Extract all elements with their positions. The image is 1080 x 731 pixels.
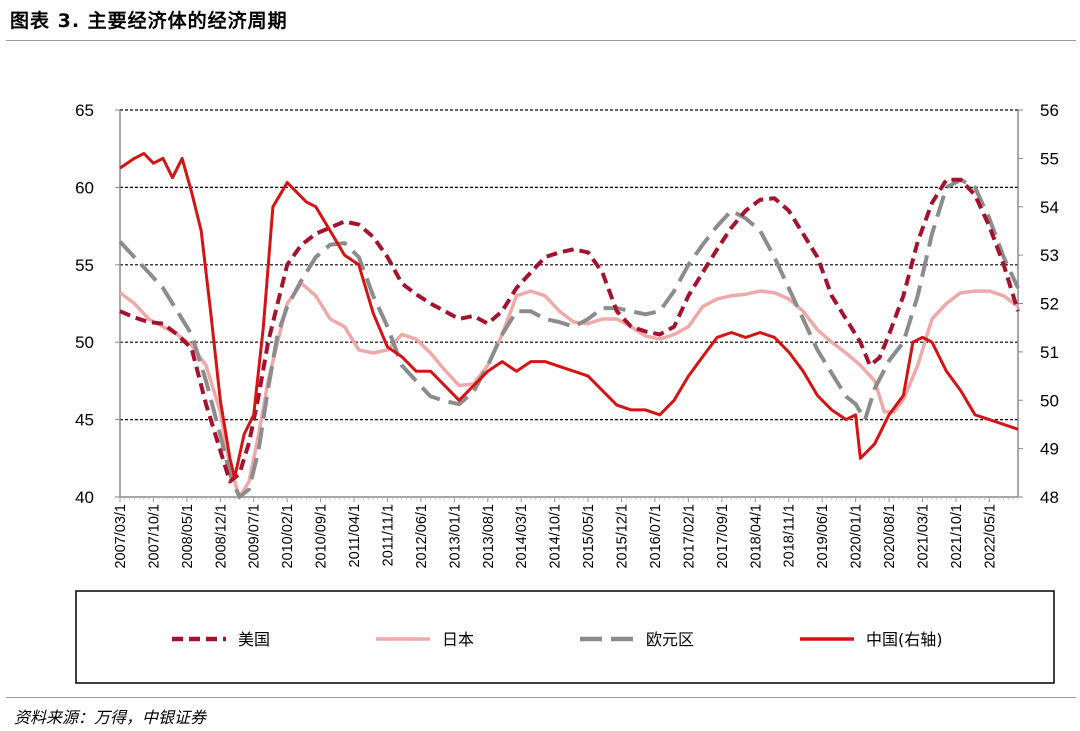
series-line-3 xyxy=(119,152,1019,480)
legend-label: 美国 xyxy=(238,630,270,649)
x-tick-label: 2014/03/1 xyxy=(514,504,530,569)
x-tick-label: 2013/01/1 xyxy=(447,504,463,569)
left-tick-label: 50 xyxy=(75,333,94,352)
legend-label: 欧元区 xyxy=(646,630,694,649)
x-tick-label: 2022/05/1 xyxy=(982,504,998,569)
x-tick-label: 2010/02/1 xyxy=(280,504,296,569)
tick-labels: 40 45 50 55 60 65 48 49 50 51 52 53 54 55 56 2007/03/1 2… xyxy=(75,101,1059,569)
left-tick-label: 65 xyxy=(75,101,94,120)
x-tick-label: 2012/06/1 xyxy=(414,504,430,569)
x-tick-label: 2016/07/1 xyxy=(648,504,664,569)
right-tick-label: 51 xyxy=(1040,343,1059,362)
x-tick-label: 2009/07/1 xyxy=(247,504,263,569)
x-tick-label: 2015/05/1 xyxy=(581,504,597,569)
x-tick-label: 2014/10/1 xyxy=(548,504,564,569)
x-tick-label: 2018/04/1 xyxy=(748,504,764,569)
right-tick-label: 49 xyxy=(1040,440,1059,459)
x-tick-label: 2008/12/1 xyxy=(213,504,229,569)
right-tick-label: 54 xyxy=(1040,198,1059,217)
series-line-0 xyxy=(119,177,1020,484)
top-divider xyxy=(6,40,1076,41)
legend: 美国 日本 欧元区 中国(右轴) xyxy=(75,590,1055,684)
x-tick-label: 2017/02/1 xyxy=(681,504,697,569)
right-tick-label: 56 xyxy=(1040,101,1059,120)
x-tick-label: 2021/03/1 xyxy=(915,504,931,569)
x-tick-label: 2020/01/1 xyxy=(849,504,865,569)
series-line-1 xyxy=(118,281,1020,499)
legend-box xyxy=(75,590,1055,684)
x-tick-label: 2017/09/1 xyxy=(715,504,731,569)
x-tick-label: 2018/11/1 xyxy=(782,504,798,567)
legend-label: 日本 xyxy=(442,630,474,649)
x-tick-label: 2008/05/1 xyxy=(180,504,196,569)
x-tick-label: 2013/08/1 xyxy=(481,504,497,569)
x-tick-label: 2020/08/1 xyxy=(882,504,898,569)
x-tick-label: 2010/09/1 xyxy=(314,504,330,569)
right-tick-label: 52 xyxy=(1040,295,1059,314)
page-title: 图表 3. 主要经济体的经济周期 xyxy=(10,10,288,32)
left-tick-label: 55 xyxy=(75,256,94,275)
right-tick-label: 50 xyxy=(1040,391,1059,410)
x-tick-label: 2007/03/1 xyxy=(113,504,129,569)
x-tick-label: 2007/10/1 xyxy=(146,504,162,569)
x-tick-label: 2019/06/1 xyxy=(815,504,831,569)
axes xyxy=(115,109,1023,502)
right-tick-label: 55 xyxy=(1040,149,1059,168)
x-tick-label: 2011/11/1 xyxy=(380,504,396,566)
x-tick-label: 2015/12/1 xyxy=(615,504,631,569)
x-tick-label: 2021/10/1 xyxy=(949,504,965,569)
left-tick-label: 40 xyxy=(75,488,94,507)
source-note: 资料来源：万得，中银证券 xyxy=(14,708,207,727)
series-line-2 xyxy=(118,177,1020,499)
right-tick-label: 53 xyxy=(1040,246,1059,265)
legend-label: 中国(右轴) xyxy=(866,630,943,649)
bottom-divider xyxy=(6,697,1076,698)
left-tick-label: 60 xyxy=(75,178,94,197)
x-tick-label: 2011/04/1 xyxy=(347,504,363,567)
series-lines xyxy=(118,152,1020,499)
right-tick-label: 48 xyxy=(1040,488,1059,507)
left-tick-label: 45 xyxy=(75,411,94,430)
